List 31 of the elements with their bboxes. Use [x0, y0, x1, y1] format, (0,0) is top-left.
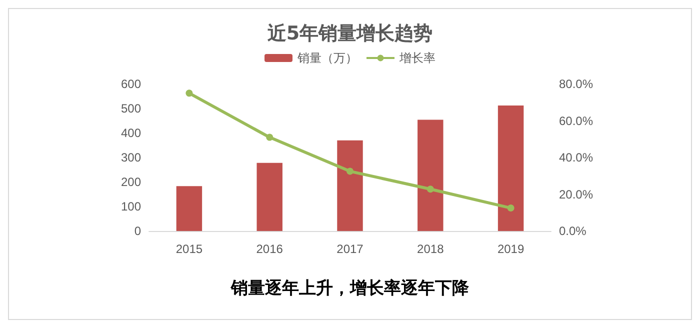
point — [346, 168, 354, 175]
point — [186, 90, 193, 97]
y-tick-label: 200 — [120, 175, 142, 189]
y-tick-label: 400 — [120, 126, 142, 140]
text: 销量逐年上升，增长率逐年下降 — [230, 278, 470, 298]
point — [266, 134, 274, 141]
x-tick-label: 2019 — [497, 242, 524, 256]
bar — [337, 140, 363, 231]
x-tick-label: 2017 — [336, 242, 364, 256]
bar — [498, 106, 524, 231]
y2-tick-label: 80.0% — [559, 77, 594, 91]
y-tick-label: 600 — [120, 77, 142, 91]
point — [426, 186, 434, 193]
y2-tick-label: 20.0% — [559, 187, 594, 202]
x-tick-label: 2015 — [176, 242, 203, 256]
legend-label: 销量（万） — [296, 51, 358, 65]
point — [507, 204, 514, 212]
y2-tick-label: 40.0% — [559, 150, 594, 164]
bar — [256, 162, 282, 231]
bar — [418, 120, 444, 231]
legend-label: 增长率 — [398, 51, 436, 65]
y2-tick-label: 60.0% — [559, 114, 594, 128]
y-tick-label: 100 — [120, 200, 142, 214]
x-tick-label: 2016 — [256, 242, 284, 256]
y-tick-label: 0 — [134, 224, 142, 238]
y-tick-label: 500 — [120, 102, 142, 116]
chart-title: 近5年销量增长趋势 — [266, 22, 433, 44]
y-tick-label: 300 — [120, 150, 142, 164]
y2-tick-label: 0.0% — [559, 224, 587, 238]
bar — [176, 186, 202, 231]
x-tick-label: 2018 — [417, 242, 444, 256]
